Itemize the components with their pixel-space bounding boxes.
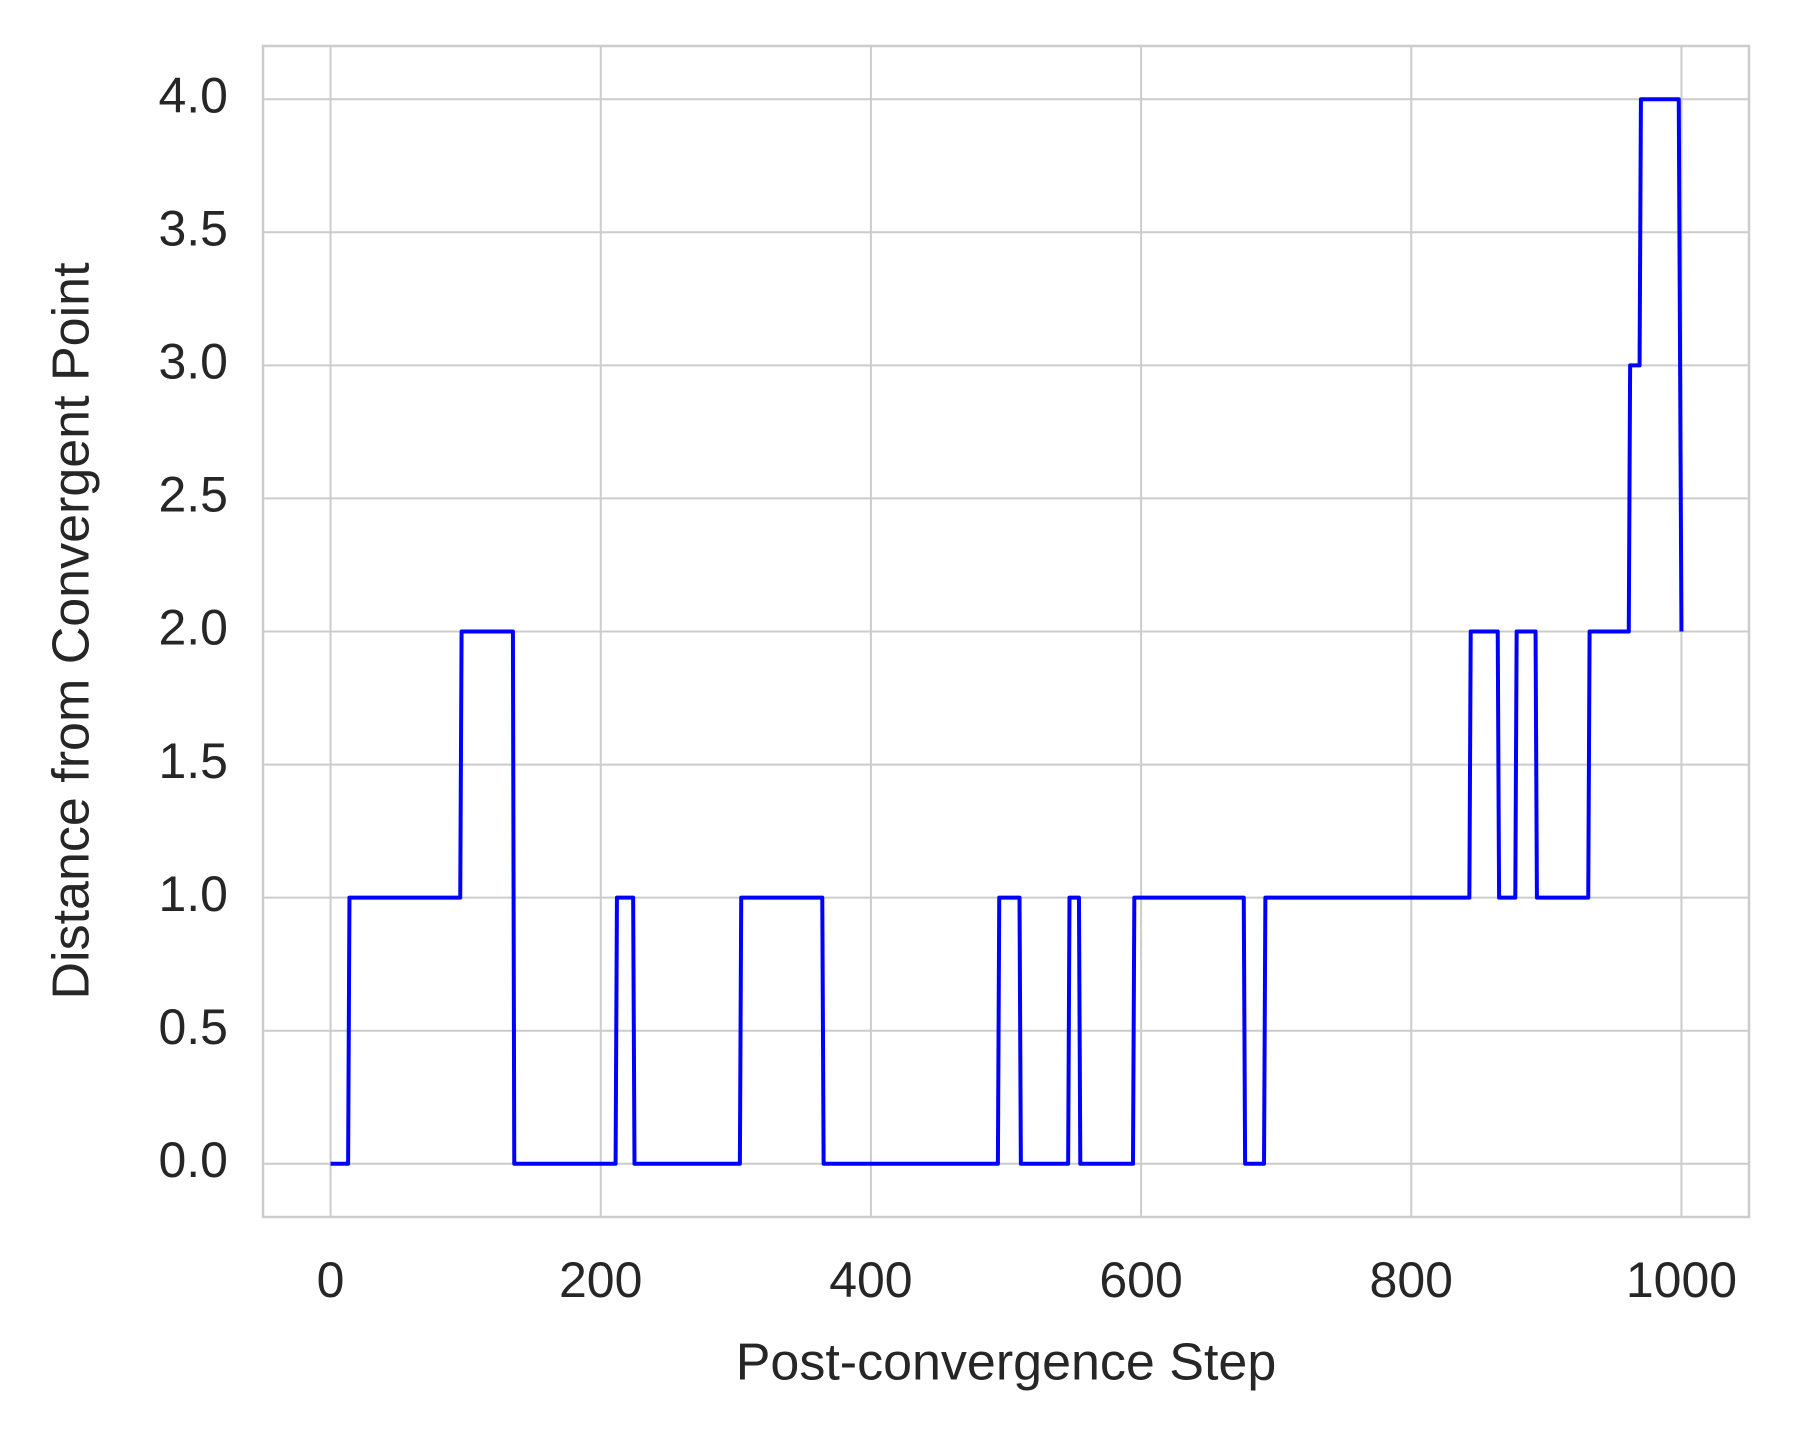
x-tick-label: 600 <box>1099 1252 1182 1308</box>
y-tick-label: 0.5 <box>158 999 228 1055</box>
x-tick-label: 1000 <box>1626 1252 1737 1308</box>
x-axis-label: Post-convergence Step <box>736 1334 1277 1392</box>
x-tick-label: 400 <box>829 1252 912 1308</box>
y-tick-label: 1.0 <box>158 866 228 922</box>
plot-frame <box>261 44 1751 1219</box>
y-axis-label: Distance from Convergent Point <box>43 262 101 1000</box>
y-tick-label: 2.5 <box>158 467 228 523</box>
y-tick-label: 4.0 <box>158 67 228 123</box>
x-tick-label: 200 <box>559 1252 642 1308</box>
y-tick-label: 1.5 <box>158 733 228 789</box>
data-line <box>330 97 1684 1166</box>
y-tick-label: 3.5 <box>158 200 228 256</box>
y-tick-label: 2.0 <box>158 600 228 656</box>
y-tick-label: 3.0 <box>158 334 228 390</box>
x-tick-label: 0 <box>317 1252 345 1308</box>
y-tick-label: 0.0 <box>158 1132 228 1188</box>
x-tick-label: 800 <box>1370 1252 1453 1308</box>
